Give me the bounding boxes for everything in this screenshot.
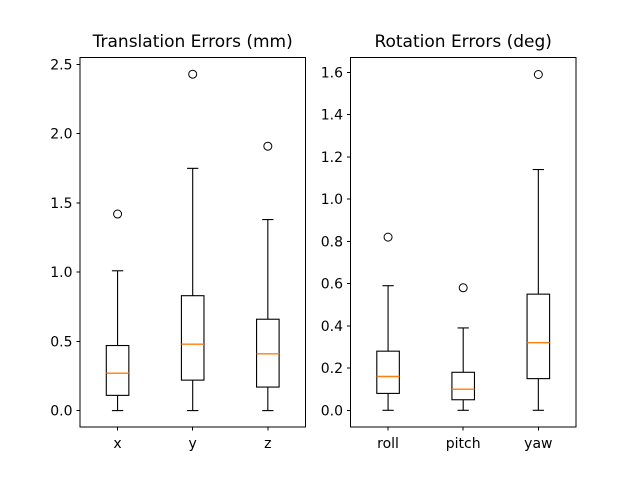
box xyxy=(526,293,551,380)
y-axis-tick-label: 0.0 xyxy=(321,403,343,419)
y-axis-tick-label: 1.5 xyxy=(50,196,72,212)
y-axis-tick-label: 0.4 xyxy=(321,319,343,335)
y-axis-tick-label: 0.8 xyxy=(321,234,343,250)
outlier-point xyxy=(533,69,543,79)
box xyxy=(451,371,476,401)
x-axis-tick-label: y xyxy=(189,436,197,452)
y-axis-tick-label: 1.0 xyxy=(321,192,343,208)
x-axis-tick-label: x xyxy=(113,436,121,452)
y-axis-tick-label: 1.2 xyxy=(321,150,343,166)
outlier-point xyxy=(458,283,468,293)
outlier-point xyxy=(113,209,123,219)
y-axis-tick-label: 1.4 xyxy=(321,108,343,124)
outlier-point xyxy=(263,141,273,151)
y-axis-tick-label: 1.0 xyxy=(50,265,72,281)
plot-title: Rotation Errors (deg) xyxy=(374,32,552,52)
x-axis-tick-label: pitch xyxy=(446,436,481,452)
y-axis-tick-label: 0.0 xyxy=(50,404,72,420)
x-axis-tick-label: z xyxy=(264,436,271,452)
y-axis-tick-label: 0.5 xyxy=(50,334,72,350)
plot-title: Translation Errors (mm) xyxy=(92,32,293,52)
box xyxy=(105,344,130,396)
outlier-point xyxy=(188,69,198,79)
y-axis-tick-label: 2.5 xyxy=(50,58,72,74)
y-axis-tick-label: 2.0 xyxy=(50,127,72,143)
x-axis-tick-label: yaw xyxy=(524,436,552,452)
y-axis-tick-label: 1.6 xyxy=(321,65,343,81)
x-axis-tick-label: roll xyxy=(377,436,399,452)
y-axis-tick-label: 0.6 xyxy=(321,277,343,293)
y-axis-tick-label: 0.2 xyxy=(321,361,343,377)
box xyxy=(180,295,205,381)
outlier-point xyxy=(383,232,393,242)
box xyxy=(376,350,400,394)
